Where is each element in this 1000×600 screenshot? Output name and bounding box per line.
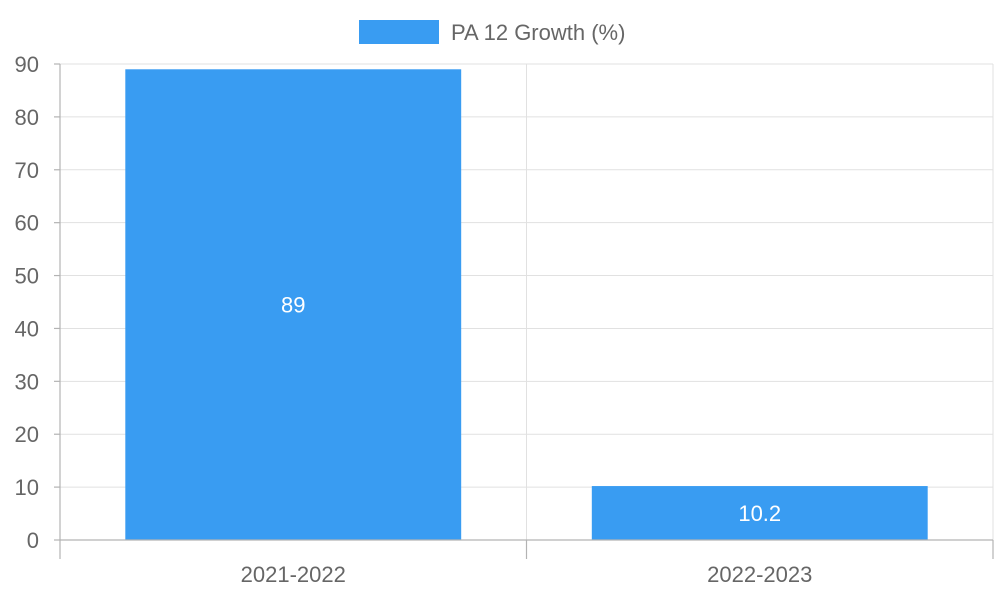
y-tick-label: 70 xyxy=(15,158,39,183)
data-labels: 89 10.2 xyxy=(281,293,781,526)
legend: PA 12 Growth (%) xyxy=(359,20,625,45)
bars xyxy=(125,69,928,541)
data-label: 10.2 xyxy=(738,501,781,526)
bar xyxy=(591,486,928,540)
y-tick-label: 60 xyxy=(15,211,39,236)
legend-swatch xyxy=(359,20,439,44)
y-tick-label: 90 xyxy=(15,52,39,77)
x-axis-ticks: 2021-2022 2022-2023 xyxy=(59,540,994,587)
y-axis-ticks: 0 10 20 30 40 50 60 70 80 90 xyxy=(15,52,60,553)
data-label: 89 xyxy=(281,293,305,318)
y-tick-label: 50 xyxy=(15,264,39,289)
y-tick-label: 40 xyxy=(15,316,39,341)
y-tick-label: 20 xyxy=(15,422,39,447)
y-tick-label: 80 xyxy=(15,105,39,130)
y-tick-label: 10 xyxy=(15,475,39,500)
y-tick-label: 30 xyxy=(15,369,39,394)
x-tick-label: 2021-2022 xyxy=(241,562,346,587)
bar xyxy=(125,69,462,541)
y-tick-label: 0 xyxy=(27,528,39,553)
legend-label: PA 12 Growth (%) xyxy=(451,20,625,45)
x-tick-label: 2022-2023 xyxy=(707,562,812,587)
